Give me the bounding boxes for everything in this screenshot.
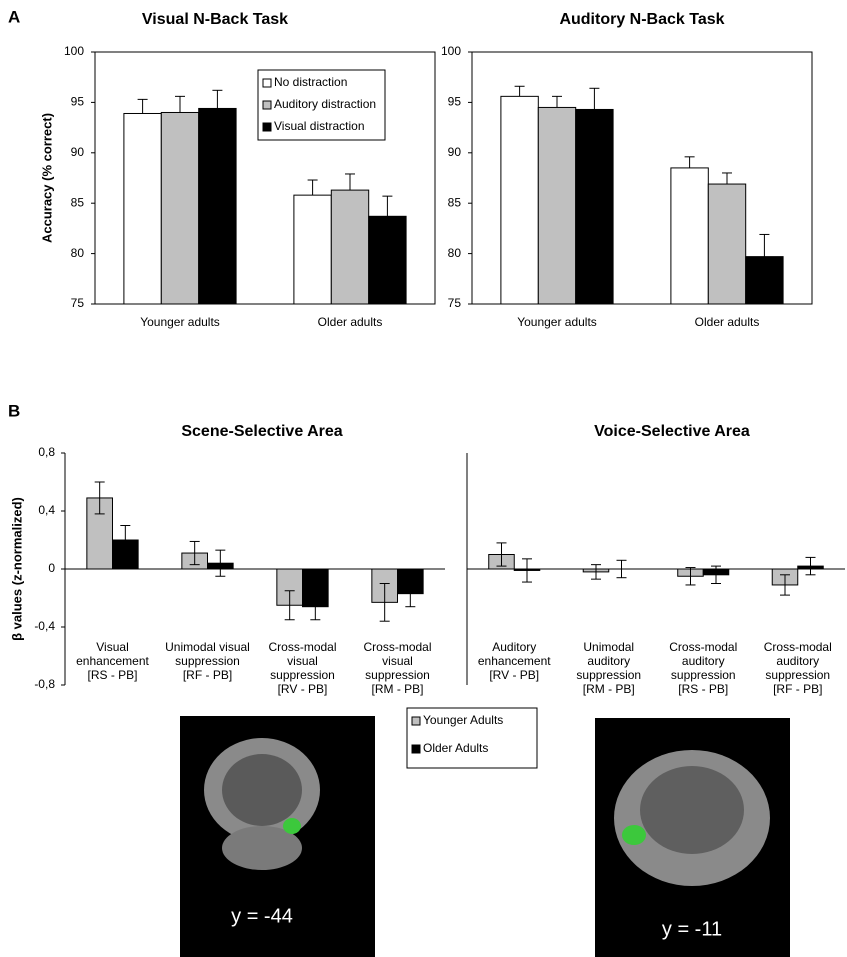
y-tick-label: 0 xyxy=(48,561,55,575)
panel-label: B xyxy=(8,401,20,420)
y-tick-label: 75 xyxy=(71,296,85,310)
chart-title: Visual N-Back Task xyxy=(142,11,288,28)
legend-label: Auditory distraction xyxy=(274,97,376,111)
error-bar xyxy=(552,96,562,107)
x-tick-label: Older adults xyxy=(695,315,760,329)
bar xyxy=(369,216,406,304)
error-bar xyxy=(722,173,732,184)
legend-swatch xyxy=(412,745,420,753)
y-tick-label: 100 xyxy=(64,44,84,58)
y-axis-label: β values (z-normalized) xyxy=(9,497,24,641)
page: A B y = -44 y = -11 Visual N-Back Task Ac… xyxy=(0,0,847,957)
image-caption: y = -44 xyxy=(231,905,293,927)
y-tick-label: 0,4 xyxy=(38,503,55,517)
y-tick-label: 75 xyxy=(448,296,462,310)
y-tick-label: 80 xyxy=(71,246,85,260)
x-tick-label: Younger adults xyxy=(140,315,220,329)
bar xyxy=(294,195,331,304)
legend-label: Younger Adults xyxy=(423,713,503,727)
y-tick-label: 85 xyxy=(448,195,462,209)
bar xyxy=(538,107,575,304)
y-tick-label: -0,8 xyxy=(34,677,55,691)
bar xyxy=(199,108,236,304)
y-tick-label: 85 xyxy=(71,195,85,209)
y-tick-label: 80 xyxy=(448,246,462,260)
y-tick-label: 90 xyxy=(448,145,462,159)
error-bar xyxy=(589,88,599,109)
bar xyxy=(161,112,198,304)
y-tick-label: -0,4 xyxy=(34,619,55,633)
error-bar xyxy=(515,86,525,96)
legend-label: Older Adults xyxy=(423,741,488,755)
error-bar xyxy=(382,196,392,216)
bar xyxy=(331,190,368,304)
y-axis-label: Accuracy (% correct) xyxy=(39,113,54,243)
error-bar xyxy=(759,234,769,256)
x-tick-label: Younger adults xyxy=(517,315,597,329)
y-tick-label: 95 xyxy=(71,95,85,109)
chart-title: Voice-Selective Area xyxy=(594,423,750,440)
image-caption: y = -11 xyxy=(662,918,722,940)
bar xyxy=(124,113,161,304)
y-tick-label: 0,8 xyxy=(38,445,55,459)
bar xyxy=(746,257,783,304)
legend-swatch xyxy=(263,101,271,109)
y-tick-label: 95 xyxy=(448,95,462,109)
x-tick-label: Older adults xyxy=(318,315,383,329)
error-bar xyxy=(138,99,148,113)
legend-swatch xyxy=(263,123,271,131)
figure: A B y = -44 y = -11 Visual N-Back Task Ac… xyxy=(0,0,847,957)
panel-label: A xyxy=(8,7,20,26)
error-bar xyxy=(685,157,695,168)
bar xyxy=(671,168,708,304)
chart-title: Scene-Selective Area xyxy=(181,423,342,440)
bar xyxy=(501,96,538,304)
error-bar xyxy=(308,180,318,195)
legend-label: No distraction xyxy=(274,75,347,89)
y-tick-label: 100 xyxy=(441,44,461,58)
bar xyxy=(576,109,613,304)
error-bar xyxy=(345,174,355,190)
error-bar xyxy=(212,90,222,108)
legend-label: Visual distraction xyxy=(274,119,365,133)
brain-image: y = -11 xyxy=(595,718,790,957)
bar xyxy=(708,184,745,304)
y-tick-label: 90 xyxy=(71,145,85,159)
legend-swatch xyxy=(263,79,271,87)
chart-title: Auditory N-Back Task xyxy=(559,11,724,28)
legend-swatch xyxy=(412,717,420,725)
brain-image: y = -44 xyxy=(180,716,375,957)
error-bar xyxy=(175,96,185,112)
